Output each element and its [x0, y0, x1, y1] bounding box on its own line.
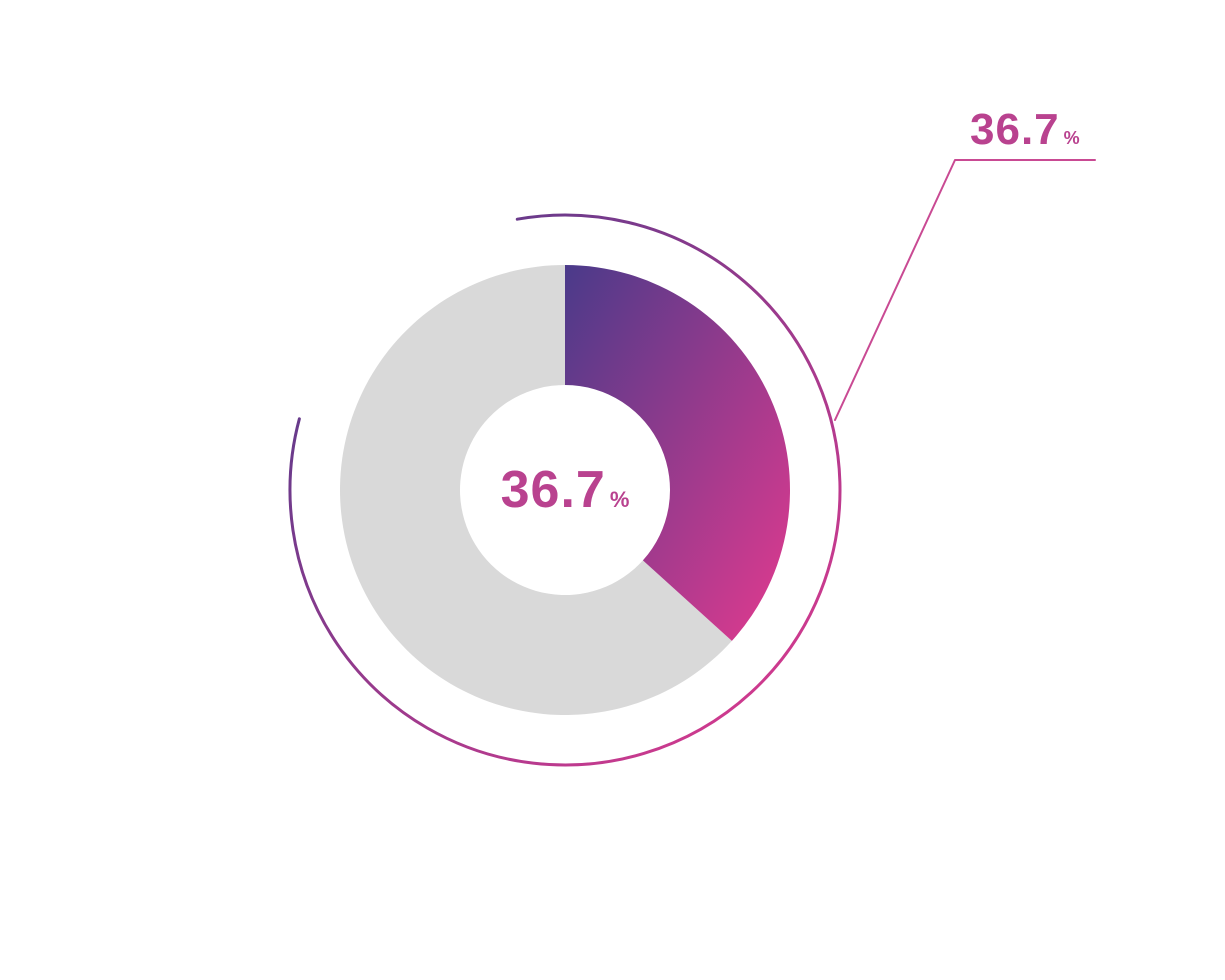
callout-percentage-label: 36.7%: [970, 105, 1080, 155]
center-percentage-label: 36.7%: [501, 460, 630, 520]
callout-percent-sign: %: [1064, 128, 1080, 148]
center-percent-sign: %: [610, 487, 630, 512]
percentage-donut-infographic: 36.7% 36.7%: [0, 0, 1225, 980]
callout-percentage-value: 36.7: [970, 105, 1060, 154]
donut-value-slice: [565, 265, 790, 641]
callout-leader-line: [835, 160, 1095, 420]
center-percentage-value: 36.7: [501, 461, 606, 519]
